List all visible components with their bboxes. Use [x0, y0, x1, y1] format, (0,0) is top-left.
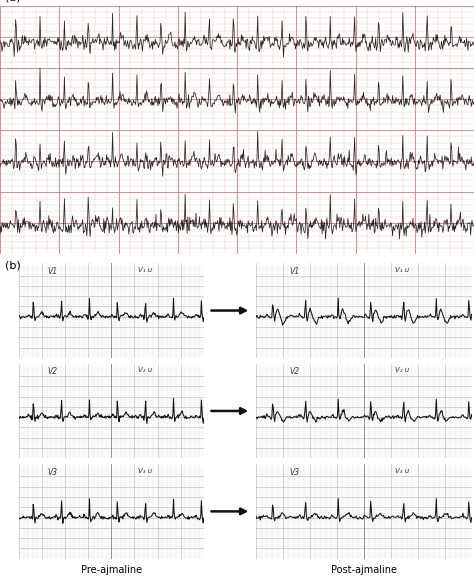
Text: Pre-ajmaline: Pre-ajmaline [81, 565, 142, 574]
Text: V₃ u: V₃ u [137, 468, 152, 474]
Text: (a): (a) [5, 0, 20, 3]
Text: V₁ u: V₁ u [137, 267, 152, 273]
Text: V₃ u: V₃ u [395, 468, 410, 474]
Text: Post-ajmaline: Post-ajmaline [331, 565, 397, 574]
Text: V₂ u: V₂ u [395, 367, 410, 373]
Text: V3: V3 [47, 468, 57, 477]
Text: V2: V2 [47, 367, 57, 377]
Text: V₂ u: V₂ u [137, 367, 152, 373]
Text: (b): (b) [5, 260, 20, 270]
Text: V2: V2 [290, 367, 300, 377]
Text: V1: V1 [47, 267, 57, 276]
Text: V3: V3 [290, 468, 300, 477]
Text: V₁ u: V₁ u [395, 267, 410, 273]
Text: V1: V1 [290, 267, 300, 276]
